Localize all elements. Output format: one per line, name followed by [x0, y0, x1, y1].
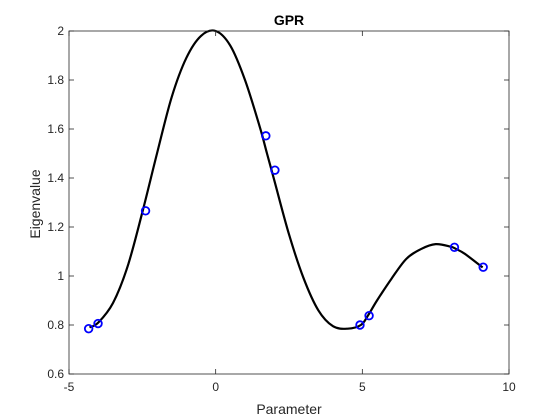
y-tick-label: 1.6	[47, 122, 64, 136]
data-point	[140, 206, 151, 216]
y-tick-label: 0.8	[47, 318, 64, 332]
data-point	[449, 242, 460, 253]
x-tick-label: 5	[359, 380, 366, 394]
data-point	[270, 165, 280, 175]
series-line	[88, 29, 484, 330]
plot-series	[83, 29, 488, 334]
x-axis-label: Parameter	[256, 401, 322, 417]
y-tick-label: 1.4	[47, 171, 64, 185]
plot-frame	[68, 30, 510, 375]
y-tick-label: 1.2	[47, 220, 64, 234]
y-tick-label: 1	[57, 269, 64, 283]
x-tick-label: -5	[64, 380, 75, 394]
data-point	[478, 262, 488, 272]
y-axis-label: Eigenvalue	[27, 169, 43, 238]
axes: -5 0 5 10 0.6 0.8 1 1.2 1.4 1.6 1.8 2	[47, 24, 516, 394]
data-point	[93, 318, 103, 329]
data-point	[355, 320, 365, 330]
data-point	[364, 310, 374, 321]
y-tick-label: 1.8	[47, 73, 64, 87]
x-tick-label: 10	[502, 380, 516, 394]
axes-box	[68, 30, 510, 375]
data-point	[83, 323, 94, 334]
data-point	[261, 131, 271, 141]
x-tick-label: 0	[212, 380, 219, 394]
y-tick-label: 2	[57, 24, 64, 38]
chart-title: GPR	[274, 12, 304, 28]
y-tick-label: 0.6	[47, 367, 64, 381]
plot-area	[69, 31, 509, 374]
